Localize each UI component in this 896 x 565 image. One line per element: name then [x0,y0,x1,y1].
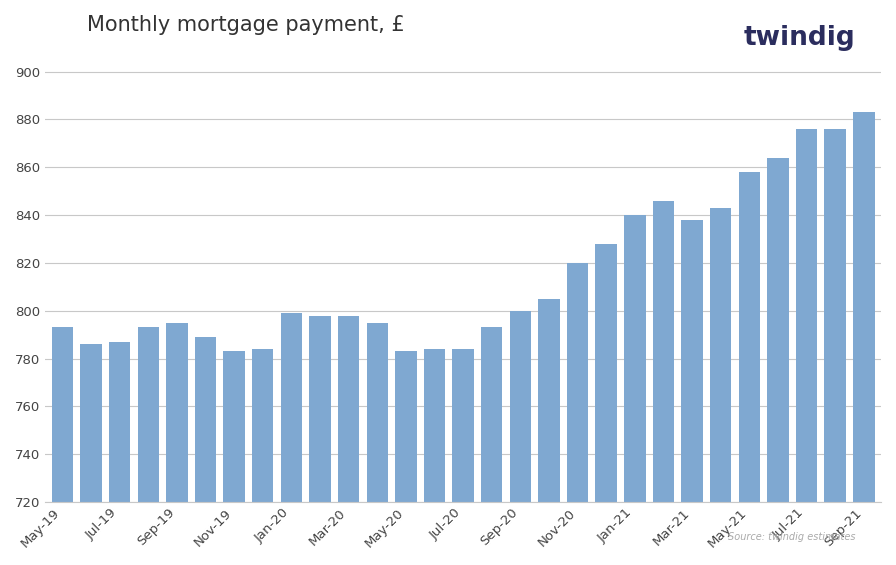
Bar [653,201,674,565]
Bar [309,315,331,565]
Bar [366,323,388,565]
Bar [452,349,474,565]
Text: twindig: twindig [744,25,856,51]
Bar [625,215,646,565]
Bar [538,299,560,565]
Bar [853,112,874,565]
Bar [194,337,216,565]
Bar [738,172,760,565]
Bar [796,129,817,565]
Bar [109,342,131,565]
Bar [567,263,589,565]
Bar [710,208,731,565]
Bar [424,349,445,565]
Text: Source: twindig estimates: Source: twindig estimates [728,532,856,542]
Bar [223,351,245,565]
Bar [395,351,417,565]
Bar [138,328,159,565]
Bar [767,158,788,565]
Bar [280,313,302,565]
Bar [252,349,273,565]
Bar [481,328,503,565]
Bar [596,244,617,565]
Bar [338,315,359,565]
Bar [510,311,531,565]
Bar [166,323,187,565]
Text: Monthly mortgage payment, £: Monthly mortgage payment, £ [87,15,405,35]
Bar [681,220,702,565]
Bar [81,344,102,565]
Bar [52,328,73,565]
Bar [824,129,846,565]
